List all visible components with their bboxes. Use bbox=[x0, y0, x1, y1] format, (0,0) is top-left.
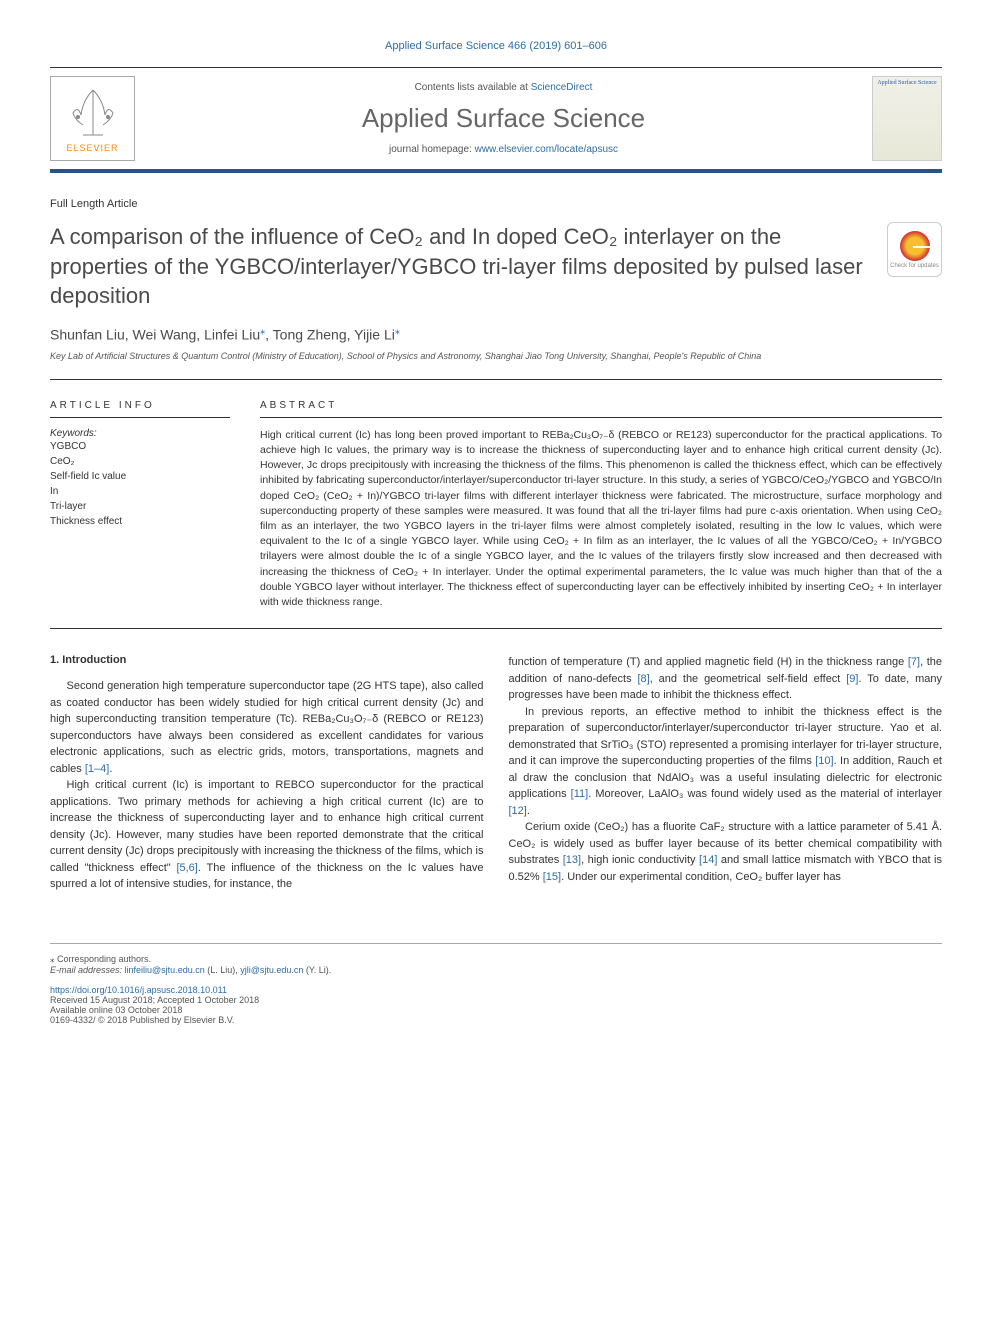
citation-link[interactable]: [9] bbox=[846, 673, 858, 685]
banner-center: Contents lists available at ScienceDirec… bbox=[135, 82, 872, 155]
section-heading: 1. Introduction bbox=[50, 654, 484, 666]
elsevier-logo[interactable]: ELSEVIER bbox=[50, 76, 135, 161]
email-line: E-mail addresses: linfeiliu@sjtu.edu.cn … bbox=[50, 965, 942, 975]
email-suffix: (Y. Li). bbox=[303, 965, 331, 975]
homepage-link[interactable]: www.elsevier.com/locate/apsusc bbox=[475, 144, 618, 155]
elsevier-label: ELSEVIER bbox=[66, 143, 118, 153]
journal-cover[interactable]: Applied Surface Science bbox=[872, 76, 942, 161]
citation-link[interactable]: [15] bbox=[543, 871, 561, 883]
para-text: , high ionic conductivity bbox=[581, 854, 699, 866]
keyword: YGBCO bbox=[50, 439, 230, 454]
article-info-heading: ARTICLE INFO bbox=[50, 400, 230, 418]
email-label: E-mail addresses: bbox=[50, 965, 125, 975]
body-paragraph: In previous reports, an effective method… bbox=[509, 704, 943, 820]
contents-prefix: Contents lists available at bbox=[415, 82, 531, 93]
keyword: Thickness effect bbox=[50, 514, 230, 529]
para-text: , and the geometrical self-field effect bbox=[650, 673, 847, 685]
citation-link[interactable]: [7] bbox=[908, 656, 920, 668]
para-text: High critical current (Ic) is important … bbox=[50, 779, 484, 874]
citation-link[interactable]: [14] bbox=[699, 854, 717, 866]
citation-link[interactable]: [11] bbox=[571, 788, 589, 800]
main-content: 1. Introduction Second generation high t… bbox=[50, 654, 942, 893]
para-text: . Moreover, LaAlO₃ was found widely used… bbox=[588, 788, 942, 800]
cover-title: Applied Surface Science bbox=[877, 80, 936, 87]
right-column: function of temperature (T) and applied … bbox=[509, 654, 943, 893]
keyword: Self-field Ic value bbox=[50, 469, 230, 484]
article-info-column: ARTICLE INFO Keywords: YGBCO CeO₂ Self-f… bbox=[50, 400, 230, 611]
journal-banner: ELSEVIER Contents lists available at Sci… bbox=[50, 67, 942, 173]
info-abstract-row: ARTICLE INFO Keywords: YGBCO CeO₂ Self-f… bbox=[50, 400, 942, 630]
para-text: . bbox=[527, 805, 530, 817]
authors-part1: Shunfan Liu, Wei Wang, Linfei Liu bbox=[50, 327, 260, 343]
citation-link[interactable]: [1–4] bbox=[85, 763, 109, 775]
corresponding-note: ⁎ Corresponding authors. bbox=[50, 954, 942, 965]
homepage-prefix: journal homepage: bbox=[389, 144, 475, 155]
para-text: Second generation high temperature super… bbox=[50, 680, 484, 775]
keywords-label: Keywords: bbox=[50, 428, 230, 439]
keyword: CeO₂ bbox=[50, 454, 230, 469]
body-paragraph: Cerium oxide (CeO₂) has a fluorite CaF₂ … bbox=[509, 819, 943, 885]
left-column: 1. Introduction Second generation high t… bbox=[50, 654, 484, 893]
keyword: In bbox=[50, 484, 230, 499]
doi-link[interactable]: https://doi.org/10.1016/j.apsusc.2018.10… bbox=[50, 985, 942, 995]
crossmark-text: Check for updates bbox=[890, 263, 939, 269]
contents-list: Contents lists available at ScienceDirec… bbox=[135, 82, 872, 93]
article-title: A comparison of the influence of CeO₂ an… bbox=[50, 222, 872, 311]
abstract-column: ABSTRACT High critical current (Ic) has … bbox=[260, 400, 942, 611]
citation-link[interactable]: [10] bbox=[815, 755, 833, 767]
journal-name: Applied Surface Science bbox=[135, 103, 872, 134]
citation-link[interactable]: [5,6] bbox=[176, 862, 197, 874]
article-type: Full Length Article bbox=[50, 198, 942, 210]
authors-part2: , Tong Zheng, Yijie Li bbox=[265, 327, 395, 343]
email-link-1[interactable]: linfeiliu@sjtu.edu.cn bbox=[125, 965, 205, 975]
authors-line: Shunfan Liu, Wei Wang, Linfei Liu ⁎, Tong… bbox=[50, 326, 942, 343]
abstract-heading: ABSTRACT bbox=[260, 400, 942, 418]
copyright-line: 0169-4332/ © 2018 Published by Elsevier … bbox=[50, 1015, 942, 1025]
online-line: Available online 03 October 2018 bbox=[50, 1005, 942, 1015]
email-link-2[interactable]: yjli@sjtu.edu.cn bbox=[240, 965, 303, 975]
crossmark-icon bbox=[900, 231, 930, 261]
citation-link[interactable]: [8] bbox=[637, 673, 649, 685]
corresponding-mark-2[interactable]: ⁎ bbox=[395, 326, 400, 337]
para-text: function of temperature (T) and applied … bbox=[509, 656, 908, 668]
received-line: Received 15 August 2018; Accepted 1 Octo… bbox=[50, 995, 942, 1005]
para-text: . bbox=[109, 763, 112, 775]
citation-header: Applied Surface Science 466 (2019) 601–6… bbox=[50, 40, 942, 52]
elsevier-tree-icon bbox=[63, 85, 123, 140]
citation-link[interactable]: Applied Surface Science 466 (2019) 601–6… bbox=[385, 40, 607, 52]
article-footer: ⁎ Corresponding authors. E-mail addresse… bbox=[50, 943, 942, 1025]
citation-link[interactable]: [13] bbox=[563, 854, 581, 866]
homepage-line: journal homepage: www.elsevier.com/locat… bbox=[135, 144, 872, 155]
sciencedirect-link[interactable]: ScienceDirect bbox=[531, 82, 593, 93]
para-text: . Under our experimental condition, CeO₂… bbox=[561, 871, 841, 883]
body-paragraph: Second generation high temperature super… bbox=[50, 678, 484, 777]
body-paragraph: function of temperature (T) and applied … bbox=[509, 654, 943, 704]
email-suffix: (L. Liu), bbox=[205, 965, 241, 975]
keyword: Tri-layer bbox=[50, 499, 230, 514]
abstract-text: High critical current (Ic) has long been… bbox=[260, 428, 942, 611]
crossmark-badge[interactable]: Check for updates bbox=[887, 222, 942, 277]
title-row: A comparison of the influence of CeO₂ an… bbox=[50, 222, 942, 311]
affiliation: Key Lab of Artificial Structures & Quant… bbox=[50, 351, 942, 380]
body-paragraph: High critical current (Ic) is important … bbox=[50, 777, 484, 893]
citation-link[interactable]: [12] bbox=[509, 805, 527, 817]
